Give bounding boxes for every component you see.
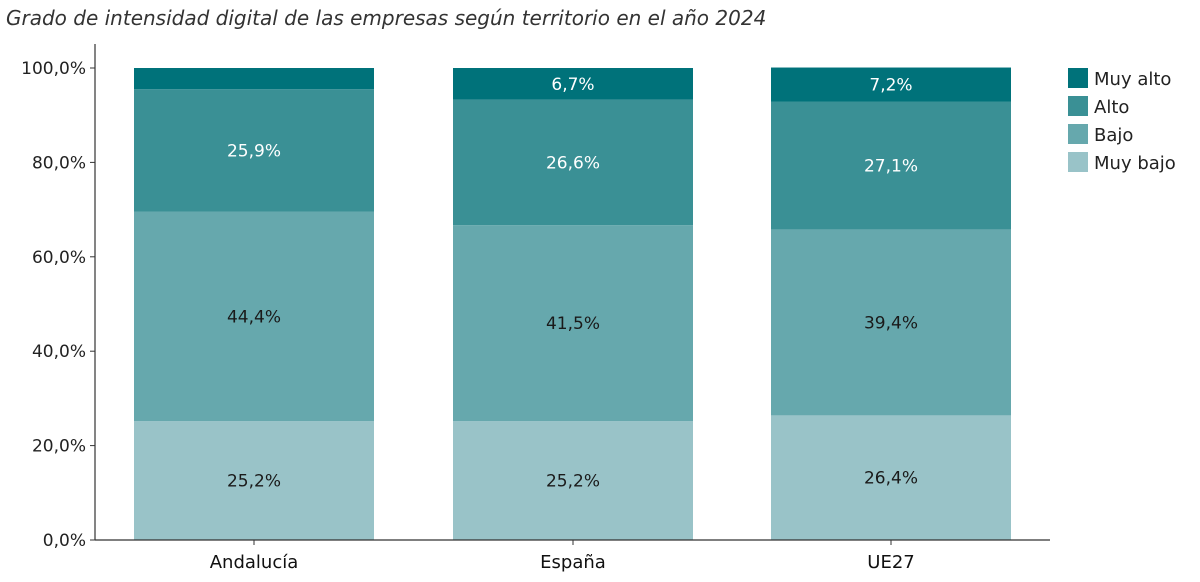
data-label: 41,5% <box>546 314 600 334</box>
y-tick-label: 0,0% <box>43 531 86 551</box>
data-label: 26,4% <box>864 469 918 489</box>
x-tick-label: UE27 <box>867 552 914 573</box>
legend-swatch <box>1068 68 1088 88</box>
legend-swatch <box>1068 96 1088 116</box>
legend-label: Bajo <box>1094 125 1133 146</box>
y-tick-label: 100,0% <box>21 59 86 79</box>
bar-segment <box>771 101 1011 230</box>
data-label: 26,6% <box>546 153 600 173</box>
bar-segment <box>134 68 374 90</box>
bar-segment <box>771 67 1011 102</box>
x-tick-label: Andalucía <box>210 552 299 573</box>
bar-segment <box>771 229 1011 416</box>
y-tick-label: 80,0% <box>32 153 86 173</box>
legend-swatch <box>1068 124 1088 144</box>
x-tick-label: España <box>540 552 606 573</box>
bar-segment <box>453 421 693 540</box>
legend-label: Muy bajo <box>1094 153 1176 174</box>
data-label: 25,2% <box>227 472 281 492</box>
y-tick-label: 60,0% <box>32 248 86 268</box>
bar-segment <box>134 211 374 422</box>
bar-segment <box>771 415 1011 540</box>
y-tick-label: 40,0% <box>32 342 86 362</box>
data-label: 25,2% <box>546 472 600 492</box>
data-label: 7,2% <box>869 76 912 96</box>
legend-label: Muy alto <box>1094 69 1171 90</box>
y-tick-label: 20,0% <box>32 437 86 457</box>
bar-segment <box>453 99 693 226</box>
data-label: 39,4% <box>864 313 918 333</box>
data-label: 27,1% <box>864 156 918 176</box>
bars-group: 25,2% 44,4% 25,9% 25,2% 41,5% 26,6% 6,7% 26,4% 3… <box>134 67 1011 540</box>
axes-group: 0,0% 20,0% 40,0% 60,0% 80,0% 100,0% Andalucía E… <box>21 44 1050 573</box>
legend-label: Alto <box>1094 97 1129 118</box>
legend: Muy alto Alto Bajo Muy bajo <box>1068 68 1176 174</box>
data-label: 6,7% <box>551 75 594 95</box>
bar-segment <box>453 68 693 100</box>
bar-segment <box>134 421 374 540</box>
chart-title: Grado de intensidad digital de las empre… <box>6 6 767 30</box>
legend-swatch <box>1068 152 1088 172</box>
data-label: 25,9% <box>227 141 281 161</box>
bar-segment <box>453 225 693 422</box>
data-label: 44,4% <box>227 307 281 327</box>
bar-segment <box>134 89 374 212</box>
